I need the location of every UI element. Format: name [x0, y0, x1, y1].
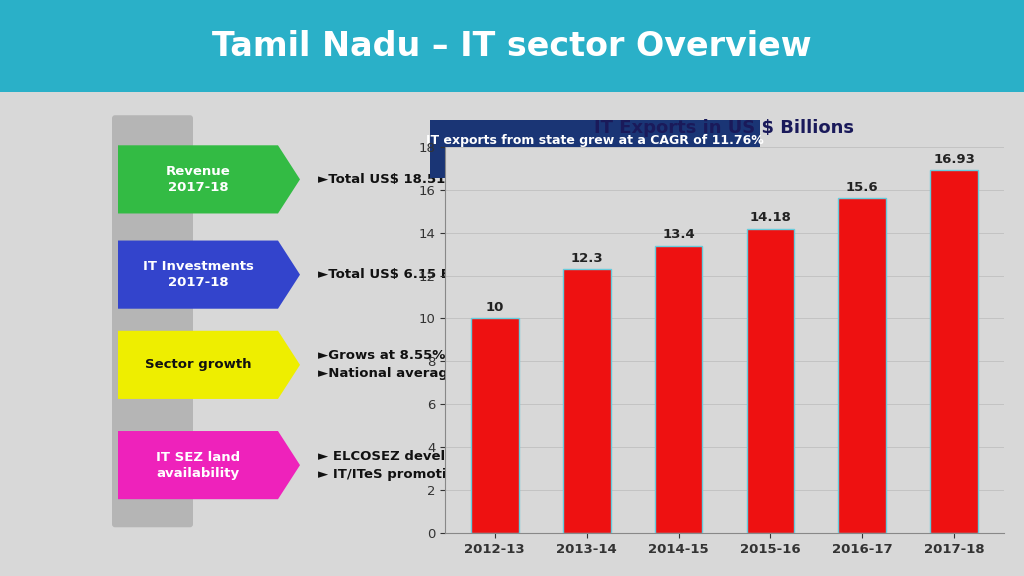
- Bar: [931, 170, 978, 533]
- Title: IT Exports in US $ Billions: IT Exports in US $ Billions: [595, 119, 854, 137]
- Text: ► ELCOSEZ developed
► IT/ITeS promotion in major cities: ► ELCOSEZ developed ► IT/ITeS promotion …: [318, 450, 577, 480]
- Text: Tamil Nadu – IT sector Overview: Tamil Nadu – IT sector Overview: [212, 29, 812, 63]
- Text: 10: 10: [485, 301, 504, 314]
- Text: Sector growth: Sector growth: [144, 358, 251, 372]
- Bar: [746, 229, 795, 533]
- Text: ►Total US$ 18.51 Bn: ►Total US$ 18.51 Bn: [318, 173, 469, 186]
- Bar: [839, 198, 886, 533]
- Bar: [563, 269, 610, 533]
- Bar: [471, 319, 518, 533]
- Text: 16.93: 16.93: [933, 153, 975, 165]
- Text: 13.4: 13.4: [663, 228, 695, 241]
- Bar: [654, 245, 702, 533]
- Polygon shape: [118, 331, 300, 399]
- Text: 12.3: 12.3: [570, 252, 603, 265]
- FancyBboxPatch shape: [430, 120, 760, 179]
- Polygon shape: [118, 145, 300, 214]
- Polygon shape: [118, 241, 300, 309]
- Text: IT SEZ land
availability: IT SEZ land availability: [156, 450, 240, 480]
- Text: IT Investments
2017-18: IT Investments 2017-18: [142, 260, 253, 289]
- Polygon shape: [118, 431, 300, 499]
- Text: Revenue
2017-18: Revenue 2017-18: [166, 165, 230, 194]
- FancyBboxPatch shape: [0, 0, 1024, 92]
- Text: ►Grows at 8.55%
►National average is only 7%: ►Grows at 8.55% ►National average is onl…: [318, 350, 538, 380]
- Text: IT exports from state grew at a CAGR of 11.76%
between 2012-13 and 2017-18: IT exports from state grew at a CAGR of …: [426, 134, 764, 165]
- FancyBboxPatch shape: [112, 115, 193, 527]
- Text: 14.18: 14.18: [750, 211, 792, 225]
- Text: ►Total US$ 6.15 Bn: ►Total US$ 6.15 Bn: [318, 268, 460, 281]
- Text: 15.6: 15.6: [846, 181, 879, 194]
